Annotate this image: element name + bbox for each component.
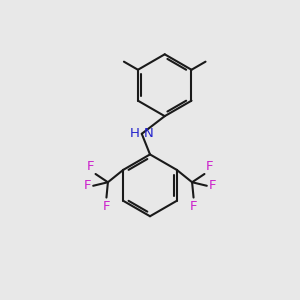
Text: F: F [103, 200, 110, 213]
Text: F: F [87, 160, 94, 173]
Text: N: N [144, 127, 154, 140]
Text: F: F [206, 160, 213, 173]
Text: F: F [84, 179, 92, 192]
Text: F: F [208, 179, 216, 192]
Text: F: F [190, 200, 197, 213]
Text: H: H [130, 127, 140, 140]
